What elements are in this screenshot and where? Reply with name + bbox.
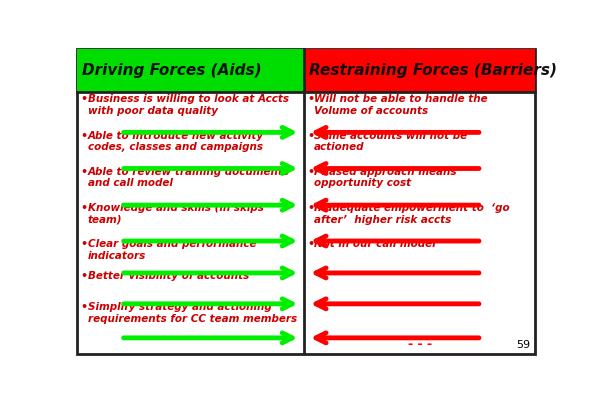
Text: Able to review training documents
and call model: Able to review training documents and ca…: [88, 167, 290, 188]
Text: Business is willing to look at Accts
with poor data quality: Business is willing to look at Accts wit…: [88, 95, 288, 116]
Text: •: •: [308, 203, 315, 213]
Text: Phased approach means
opportunity cost: Phased approach means opportunity cost: [314, 167, 457, 188]
Text: •: •: [308, 130, 315, 140]
Text: •: •: [308, 167, 315, 177]
Text: Better visibility of accounts: Better visibility of accounts: [88, 271, 249, 281]
Text: Not in our call model: Not in our call model: [314, 239, 436, 249]
Bar: [77, 49, 304, 92]
Text: •: •: [308, 95, 315, 105]
Text: •: •: [80, 167, 87, 177]
Text: Able to introduce new activity
codes, classes and campaigns: Able to introduce new activity codes, cl…: [88, 130, 264, 152]
Bar: [304, 49, 535, 92]
Text: Simplify strategy and actioning
requirements for CC team members: Simplify strategy and actioning requirem…: [88, 302, 297, 324]
Text: •: •: [80, 239, 87, 249]
Text: •: •: [80, 302, 87, 312]
Text: 59: 59: [516, 340, 530, 350]
Text: Clear goals and performance
indicators: Clear goals and performance indicators: [88, 239, 256, 261]
Text: •: •: [80, 130, 87, 140]
Text: •: •: [80, 271, 87, 281]
Text: Will not be able to handle the
Volume of accounts: Will not be able to handle the Volume of…: [314, 95, 488, 116]
Text: Driving Forces (Aids): Driving Forces (Aids): [82, 63, 261, 78]
Text: Restraining Forces (Barriers): Restraining Forces (Barriers): [309, 63, 557, 78]
Text: Knowledge and skills (in skips
team): Knowledge and skills (in skips team): [88, 203, 263, 225]
Text: - - -: - - -: [408, 338, 432, 352]
Text: Inadequate empowerment to  ‘go
after’  higher risk accts: Inadequate empowerment to ‘go after’ hig…: [314, 203, 510, 225]
Text: Some accounts will not be
actioned: Some accounts will not be actioned: [314, 130, 467, 152]
Text: •: •: [80, 203, 87, 213]
Text: •: •: [80, 95, 87, 105]
Text: •: •: [308, 239, 315, 249]
